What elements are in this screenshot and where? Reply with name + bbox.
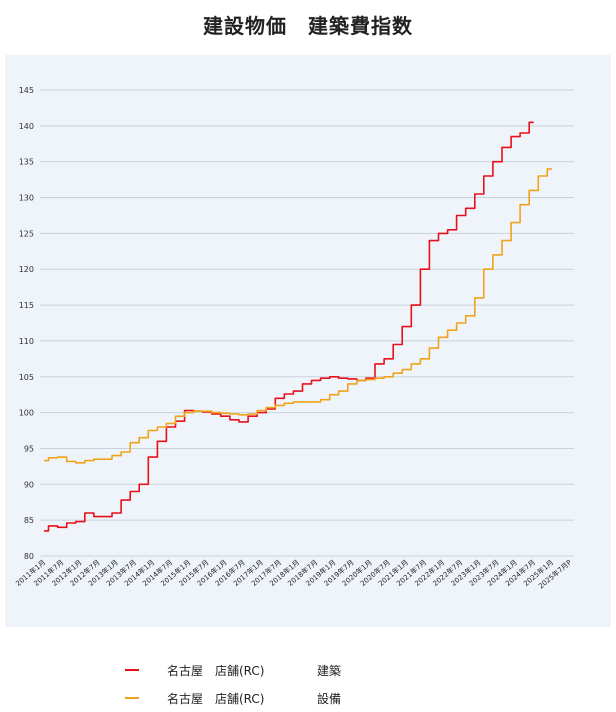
legend-swatch-kenchiku [125, 669, 139, 671]
y-tick-label: 140 [19, 122, 34, 131]
legend-series-type: 建築 [317, 664, 342, 678]
chart-title: 建設物価 建築費指数 [203, 14, 413, 38]
legend-series-name: 名古屋 店舗(RC) [167, 692, 265, 706]
y-tick-label: 85 [24, 516, 34, 525]
y-tick-label: 95 [24, 444, 34, 453]
y-tick-label: 80 [24, 552, 34, 561]
y-tick-label: 105 [19, 373, 34, 382]
series-line-setsubi [44, 168, 552, 464]
line-chart: 8085909510010511011512012513013514014520… [14, 86, 574, 591]
y-tick-label: 100 [19, 409, 34, 418]
y-tick-label: 120 [19, 265, 34, 274]
y-tick-label: 90 [24, 480, 34, 489]
series-line-kenchiku [44, 121, 534, 532]
legend-swatch-setsubi [125, 697, 139, 699]
y-tick-label: 110 [19, 337, 34, 346]
y-tick-label: 145 [19, 86, 34, 95]
y-tick-label: 125 [19, 229, 34, 238]
legend-series-type: 設備 [317, 692, 342, 706]
chart-panel: 80 85 90 95 100 105 110 115 120 125 130 135 140 145 20… [5, 55, 611, 627]
legend-series-name: 名古屋 店舗(RC) [167, 664, 265, 678]
chart-legend: 名古屋 店舗(RC) 建築 名古屋 店舗(RC) 設備 [0, 650, 616, 712]
y-tick-label: 115 [19, 301, 34, 310]
y-tick-label: 130 [19, 194, 34, 203]
y-tick-label: 135 [19, 158, 34, 167]
